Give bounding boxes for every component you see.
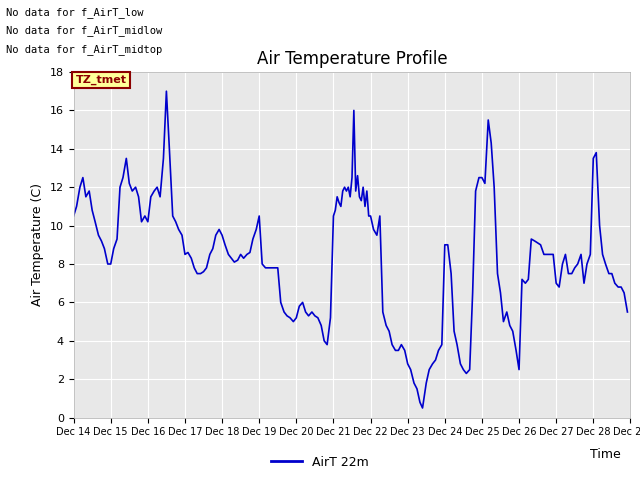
- Text: No data for f_AirT_low: No data for f_AirT_low: [6, 7, 144, 18]
- Y-axis label: Air Temperature (C): Air Temperature (C): [31, 183, 44, 306]
- Legend: AirT 22m: AirT 22m: [266, 451, 374, 474]
- Text: No data for f_AirT_midlow: No data for f_AirT_midlow: [6, 25, 163, 36]
- Text: TZ_tmet: TZ_tmet: [76, 75, 127, 85]
- Text: No data for f_AirT_midtop: No data for f_AirT_midtop: [6, 44, 163, 55]
- Title: Air Temperature Profile: Air Temperature Profile: [257, 49, 447, 68]
- Text: Time: Time: [590, 448, 621, 461]
